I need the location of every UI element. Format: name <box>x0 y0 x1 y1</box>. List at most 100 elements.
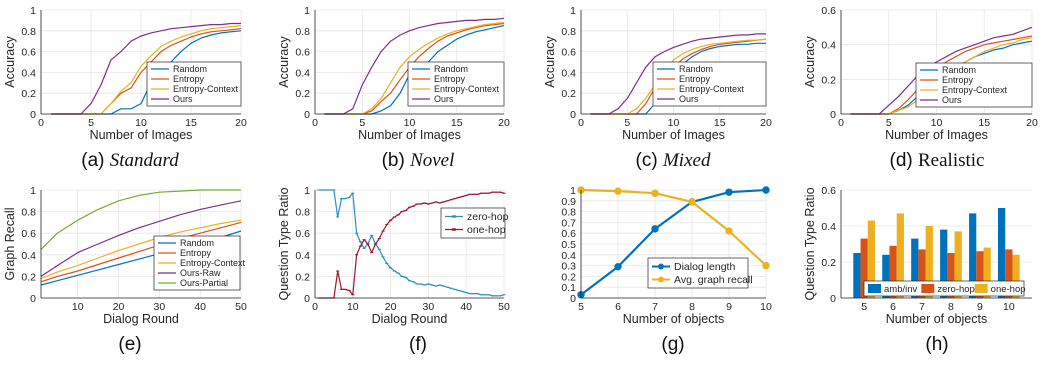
x-tick-label: 10 <box>668 117 680 129</box>
data-point <box>725 227 733 235</box>
series-line-Entropy <box>324 22 505 115</box>
bar-zero-hop <box>947 253 955 298</box>
y-tick-label: 0.2 <box>561 271 576 283</box>
x-tick-label: 6 <box>615 301 621 313</box>
panel-caption: (c) Mixed <box>636 150 711 171</box>
y-tick-label: 0.4 <box>295 67 310 79</box>
legend-swatch <box>974 284 988 293</box>
x-tick-label: 8 <box>689 301 695 313</box>
x-tick-label: 8 <box>948 301 954 313</box>
legend-label: Ours <box>942 95 962 105</box>
x-tick-label: 20 <box>235 117 247 129</box>
legend-label: zero-hop <box>467 211 509 223</box>
y-tick-label: 0.6 <box>295 228 310 240</box>
series-line-Ours-Raw <box>40 200 242 277</box>
y-tick-label: 0.6 <box>295 47 310 59</box>
x-tick-label: 5 <box>624 117 630 129</box>
x-tick-label: 20 <box>498 117 510 129</box>
x-axis-label: Number of Images <box>622 128 725 142</box>
y-tick-label: 0.3 <box>561 261 576 273</box>
data-point <box>651 225 659 233</box>
legend-swatch <box>921 284 935 293</box>
bar-zero-hop <box>918 249 926 298</box>
y-tick-label: 0.2 <box>21 88 36 100</box>
series-line-Entropy-Context <box>324 21 505 115</box>
x-tick-label: 20 <box>385 301 397 313</box>
legend-box <box>647 257 749 289</box>
caption-text: Mixed <box>662 150 711 171</box>
legend-label: Ours <box>173 94 193 104</box>
y-tick-label: 0.2 <box>561 88 576 100</box>
x-tick-label: 5 <box>861 301 867 313</box>
x-axis-label: Number of Images <box>885 128 988 142</box>
y-tick-label: 0.2 <box>21 271 36 283</box>
legend-label: Random <box>942 65 976 75</box>
data-point <box>651 189 659 197</box>
legend-label: zero-hop <box>937 284 975 295</box>
series-line-Avg. graph recall <box>580 188 767 267</box>
legend-box <box>440 207 506 239</box>
y-tick-label: 0.7 <box>561 217 576 229</box>
y-tick-label: 0.8 <box>561 207 576 219</box>
legend-label: Random <box>173 64 207 74</box>
caption-text: (g) <box>661 334 684 355</box>
bar-zero-hop <box>860 238 868 298</box>
x-tick-label: 5 <box>359 117 365 129</box>
panel-caption: (b) Novel <box>382 150 455 171</box>
chart-panel-h: 5 6 7 8 9 10 0 0.2 0.4 0.6 Number of objects Questi… <box>803 185 1032 355</box>
series-line-Entropy <box>850 35 1033 115</box>
y-tick-label: 1 <box>30 185 36 197</box>
series-line-Entropy-Context <box>40 219 242 280</box>
panel-caption: (f) <box>409 334 427 355</box>
x-tick-label: 0 <box>38 117 44 129</box>
x-tick-label: 30 <box>423 301 435 313</box>
x-tick-label: 9 <box>977 301 983 313</box>
panel-caption: (d) Realistic <box>890 150 985 171</box>
y-tick-label: 0.8 <box>21 26 36 38</box>
y-tick-label: 0.4 <box>295 250 310 262</box>
legend-label: one-hop <box>991 284 1026 295</box>
legend-label: Random <box>180 238 214 248</box>
y-tick-label: 1 <box>304 5 310 17</box>
caption-text: Standard <box>110 150 179 171</box>
y-axis-label: Accuracy <box>803 36 817 88</box>
y-tick-label: 0.4 <box>561 250 576 262</box>
legend-label: Dialog length <box>674 261 735 273</box>
legend-swatch <box>868 284 881 293</box>
panel-caption: (h) <box>925 334 948 355</box>
data-point <box>614 262 622 271</box>
bar-amb/inv <box>969 213 977 298</box>
y-tick-label: 0 <box>830 109 836 121</box>
series-line-zero-hop <box>318 189 505 297</box>
y-tick-label: 0.8 <box>295 207 310 219</box>
data-point <box>762 186 770 194</box>
legend-label: Ours <box>434 94 454 104</box>
caption-prefix: (b) <box>382 150 411 171</box>
legend-marker <box>658 263 664 270</box>
y-axis-label: Accuracy <box>3 36 17 88</box>
x-tick-label: 10 <box>931 117 943 129</box>
legend-label: Entropy <box>180 248 212 258</box>
legend: amb/inv zero-hop one-hop <box>863 280 1026 297</box>
x-axis-label: Number of objects <box>886 312 987 326</box>
y-tick-label: 0 <box>30 109 36 121</box>
y-tick-label: 1 <box>570 5 576 17</box>
data-point <box>688 198 696 206</box>
y-tick-label: 0.6 <box>21 228 36 240</box>
y-tick-label: 0 <box>570 293 576 305</box>
y-tick-label: 0 <box>830 293 836 305</box>
y-tick-label: 0.2 <box>821 257 836 269</box>
y-tick-label: 0.6 <box>821 5 836 17</box>
bar-one-hop <box>954 231 962 298</box>
x-tick-label: 0 <box>578 117 584 129</box>
bar-amb/inv <box>853 253 861 298</box>
y-tick-label: 0.4 <box>561 67 576 79</box>
x-tick-label: 10 <box>72 301 84 313</box>
bar-zero-hop <box>1005 249 1013 298</box>
bar-zero-hop <box>889 245 897 298</box>
legend-label: Random <box>679 64 713 74</box>
y-axis-label: Accuracy <box>543 36 557 88</box>
